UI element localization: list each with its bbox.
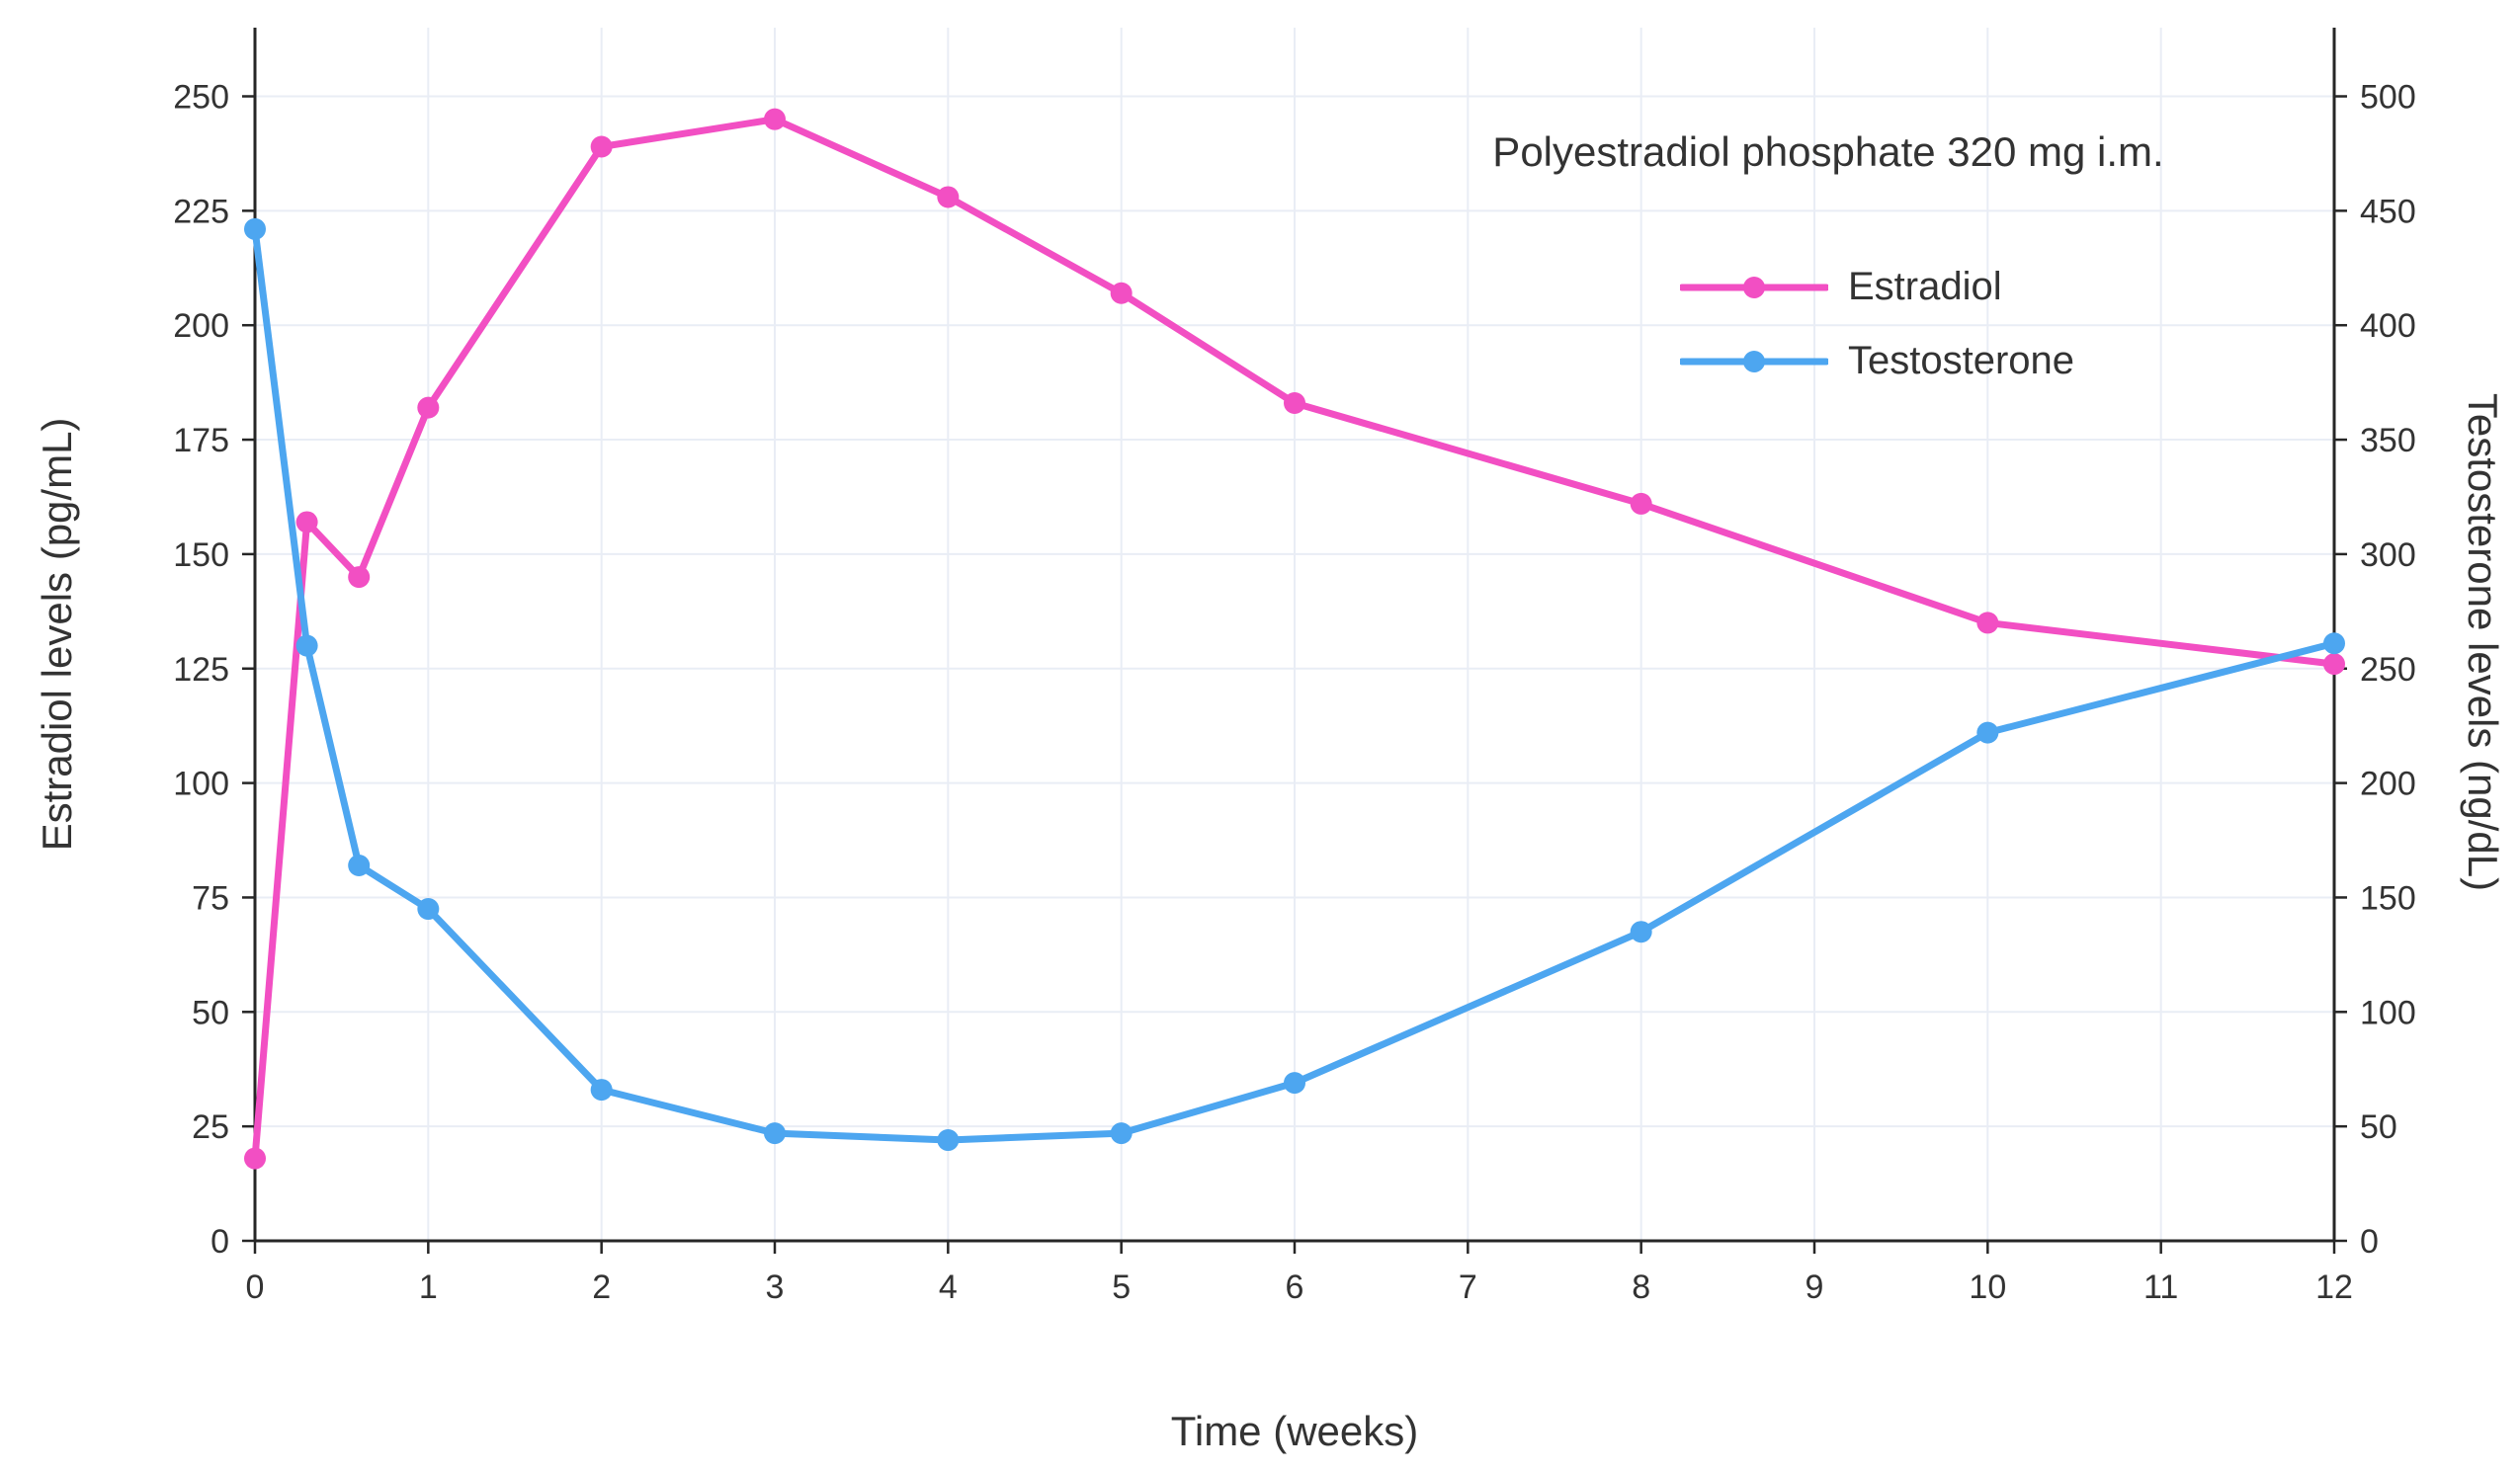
gridlines (254, 28, 2335, 1241)
data-point (1976, 721, 1999, 744)
x-tick-label: 0 (246, 1268, 265, 1306)
data-point (417, 898, 440, 921)
tick-marks (242, 95, 2347, 1254)
data-point (348, 855, 371, 877)
x-tick-label: 3 (766, 1268, 785, 1306)
y-right-tick-label: 0 (2360, 1223, 2379, 1261)
y-right-tick-label: 350 (2360, 422, 2416, 459)
series-testosterone (244, 217, 2345, 1152)
x-tick-label: 7 (1459, 1268, 1477, 1306)
legend-label-estradiol: Estradiol (1848, 265, 2002, 308)
data-point (1630, 921, 1652, 943)
x-tick-label: 11 (2143, 1268, 2178, 1306)
y-left-tick-label: 125 (173, 651, 229, 689)
legend-item-testosterone[interactable]: Testosterone (1680, 339, 2074, 383)
y-left-tick-label: 25 (192, 1108, 229, 1146)
chart-annotation: Polyestradiol phosphate 320 mg i.m. (1492, 128, 2164, 175)
x-tick-label: 10 (1969, 1268, 2006, 1306)
data-point (2323, 632, 2345, 655)
y-right-tick-label: 300 (2360, 536, 2416, 574)
legend-item-estradiol[interactable]: Estradiol (1680, 265, 2074, 309)
legend-label-testosterone: Testosterone (1848, 339, 2075, 382)
y-left-tick-label: 75 (192, 879, 229, 917)
data-point (590, 135, 613, 158)
y-right-tick-label: 100 (2360, 994, 2416, 1031)
y-left-tick-label: 175 (173, 422, 229, 459)
y-axis-title-right: Testosterone levels (ng/dL) (2460, 392, 2506, 892)
data-point (1110, 1122, 1133, 1145)
series-line (251, 116, 2338, 1163)
y-left-tick-label: 100 (173, 766, 229, 803)
y-right-tick-label: 500 (2360, 79, 2416, 117)
data-point (1630, 492, 1652, 515)
x-tick-label: 8 (1632, 1268, 1650, 1306)
y-left-tick-label: 0 (210, 1223, 229, 1261)
data-point (764, 108, 786, 130)
x-tick-label: 6 (1286, 1268, 1304, 1306)
data-point (764, 1122, 786, 1145)
data-point (590, 1079, 613, 1102)
data-point (1976, 612, 1999, 634)
y-right-tick-label: 150 (2360, 879, 2416, 917)
data-point (1284, 1072, 1305, 1095)
x-tick-label: 5 (1112, 1268, 1131, 1306)
legend: Estradiol Testosterone (1680, 265, 2074, 383)
y-left-tick-label: 250 (173, 79, 229, 117)
x-tick-label: 4 (939, 1268, 958, 1306)
data-point (295, 634, 318, 657)
y-right-tick-label: 450 (2360, 193, 2416, 230)
data-point (348, 566, 371, 589)
series-line (251, 225, 2338, 1144)
legend-swatch-estradiol (1680, 276, 1828, 298)
data-point (244, 1147, 266, 1170)
y-right-tick-label: 200 (2360, 766, 2416, 803)
data-point (2323, 653, 2345, 676)
y-right-tick-label: 400 (2360, 307, 2416, 345)
data-point (417, 396, 440, 419)
data-point (295, 511, 318, 533)
data-point (1110, 282, 1133, 304)
x-tick-label: 1 (419, 1268, 438, 1306)
data-point (1284, 391, 1305, 414)
data-point (937, 1129, 960, 1152)
data-point (937, 186, 960, 208)
x-tick-label: 2 (592, 1268, 611, 1306)
y-axis-title-left: Estradiol levels (pg/mL) (34, 417, 80, 852)
y-left-tick-label: 200 (173, 307, 229, 345)
x-axis-title: Time (weeks) (1170, 1408, 1419, 1454)
x-tick-label: 12 (2315, 1268, 2353, 1306)
tick-labels: 0 1 2 3 4 5 6 7 8 9 10 11 12025507510012515017520022… (173, 79, 2415, 1306)
data-point (244, 217, 266, 240)
y-left-tick-label: 150 (173, 536, 229, 574)
x-tick-label: 9 (1806, 1268, 1824, 1306)
series-estradiol (244, 108, 2345, 1170)
y-right-tick-label: 250 (2360, 651, 2416, 689)
y-left-tick-label: 225 (173, 193, 229, 230)
legend-swatch-testosterone (1680, 350, 1828, 372)
y-left-tick-label: 50 (192, 994, 229, 1031)
y-right-tick-label: 50 (2360, 1108, 2397, 1146)
